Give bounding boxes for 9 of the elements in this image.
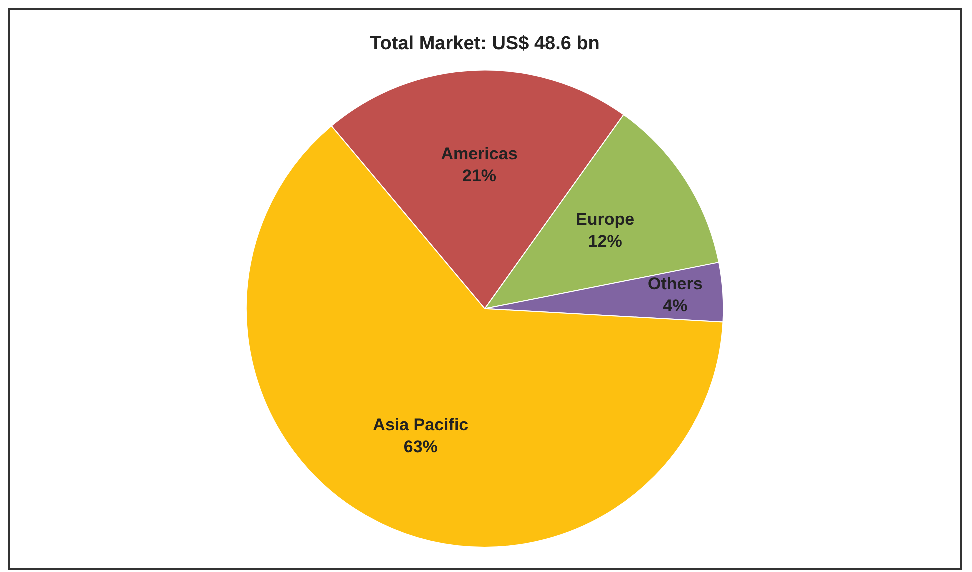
slice-label: Asia Pacific	[373, 416, 469, 435]
data-label: 4%	[663, 296, 688, 316]
data-label: 21%	[462, 166, 497, 186]
slice-label: Americas	[441, 144, 518, 164]
data-label: 12%	[588, 232, 622, 252]
data-label: 63%	[404, 438, 438, 457]
slice-label: Others	[648, 274, 703, 294]
slice-label: Europe	[576, 210, 635, 230]
chart-title: Total Market: US$ 48.6 bn	[370, 34, 600, 55]
